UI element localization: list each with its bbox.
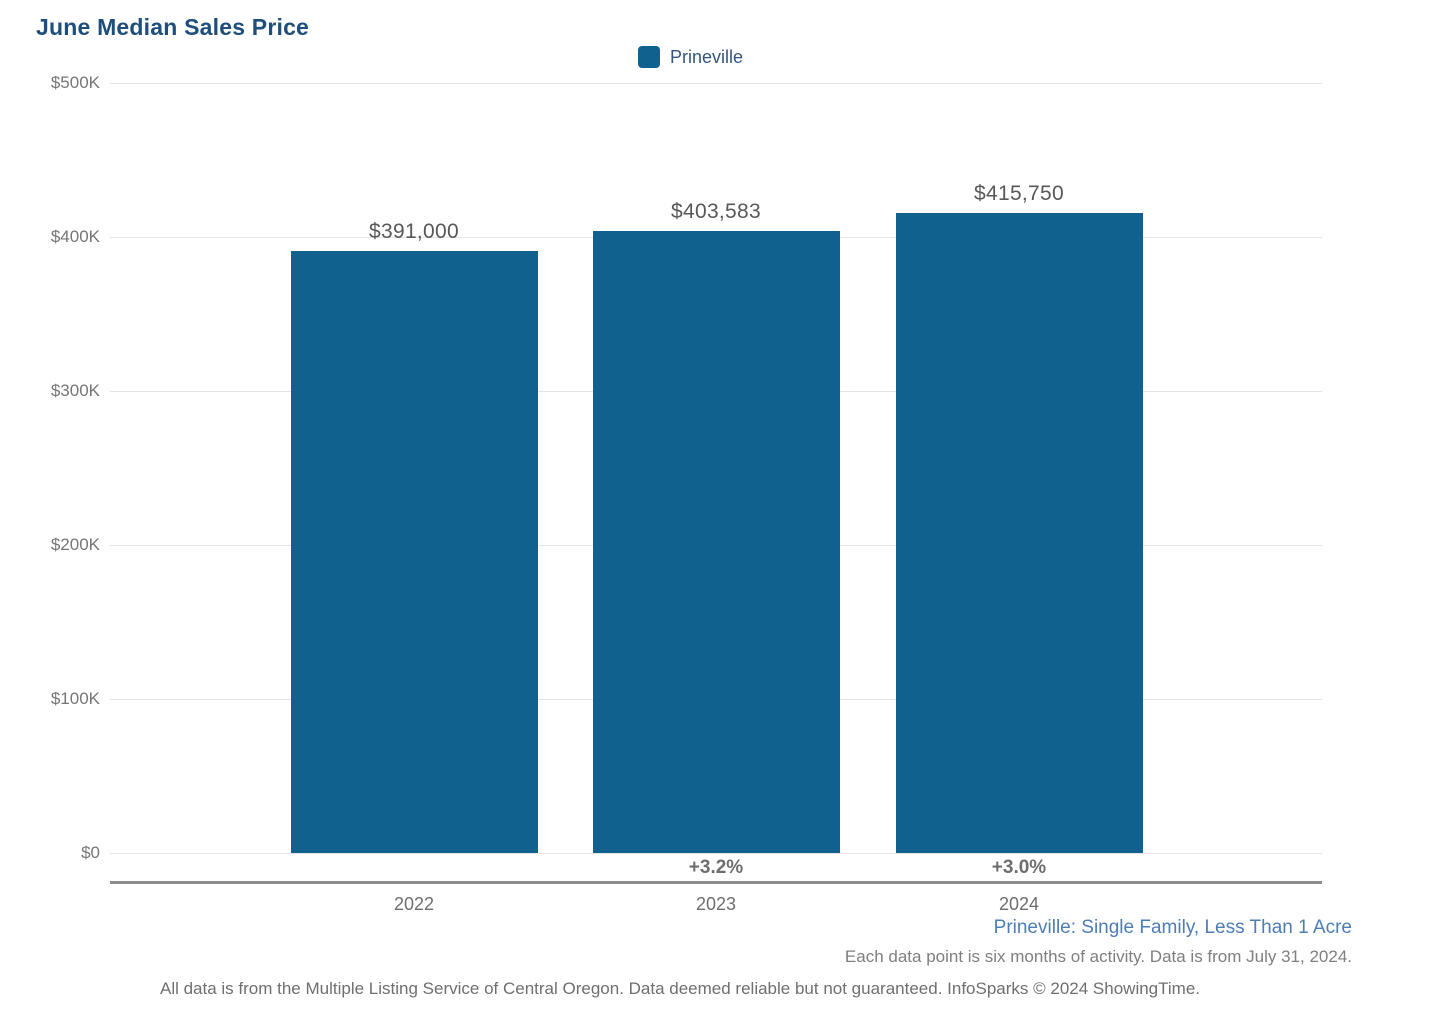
pct-change-label: +3.0%: [991, 857, 1047, 878]
footer-attribution: All data is from the Multiple Listing Se…: [159, 979, 1200, 998]
y-tick-label: $400K: [50, 227, 100, 246]
gridline-0: [110, 853, 1322, 854]
y-tick-label: $100K: [50, 689, 100, 708]
legend-swatch-prineville: [638, 46, 660, 68]
bar-2022[interactable]: [290, 250, 538, 853]
legend-label-prineville: Prineville: [670, 46, 744, 67]
bar-value-label: $415,750: [974, 181, 1064, 205]
footer-series-description[interactable]: Prineville: Single Family, Less Than 1 A…: [993, 917, 1352, 938]
y-tick-label: $500K: [50, 73, 100, 92]
y-tick-label: $0: [81, 843, 100, 862]
pct-change-label: +3.2%: [688, 857, 744, 878]
legend[interactable]: Prineville: [638, 46, 743, 68]
x-axis-label-2023: 2023: [695, 894, 737, 914]
bar-2024[interactable]: [895, 212, 1143, 853]
bar-2023[interactable]: [592, 231, 840, 853]
footer-data-note: Each data point is six months of activit…: [844, 947, 1352, 966]
gridline-500K: [110, 83, 1322, 84]
bar-value-label: $403,583: [671, 200, 761, 224]
x-axis-label-2024: 2024: [998, 894, 1040, 914]
x-axis-line: [110, 881, 1322, 884]
chart-title: June Median Sales Price: [36, 14, 310, 40]
x-axis-label-2022: 2022: [393, 894, 435, 914]
bar-value-label: $391,000: [369, 219, 459, 243]
y-tick-label: $200K: [50, 535, 100, 554]
y-tick-label: $300K: [50, 381, 100, 400]
